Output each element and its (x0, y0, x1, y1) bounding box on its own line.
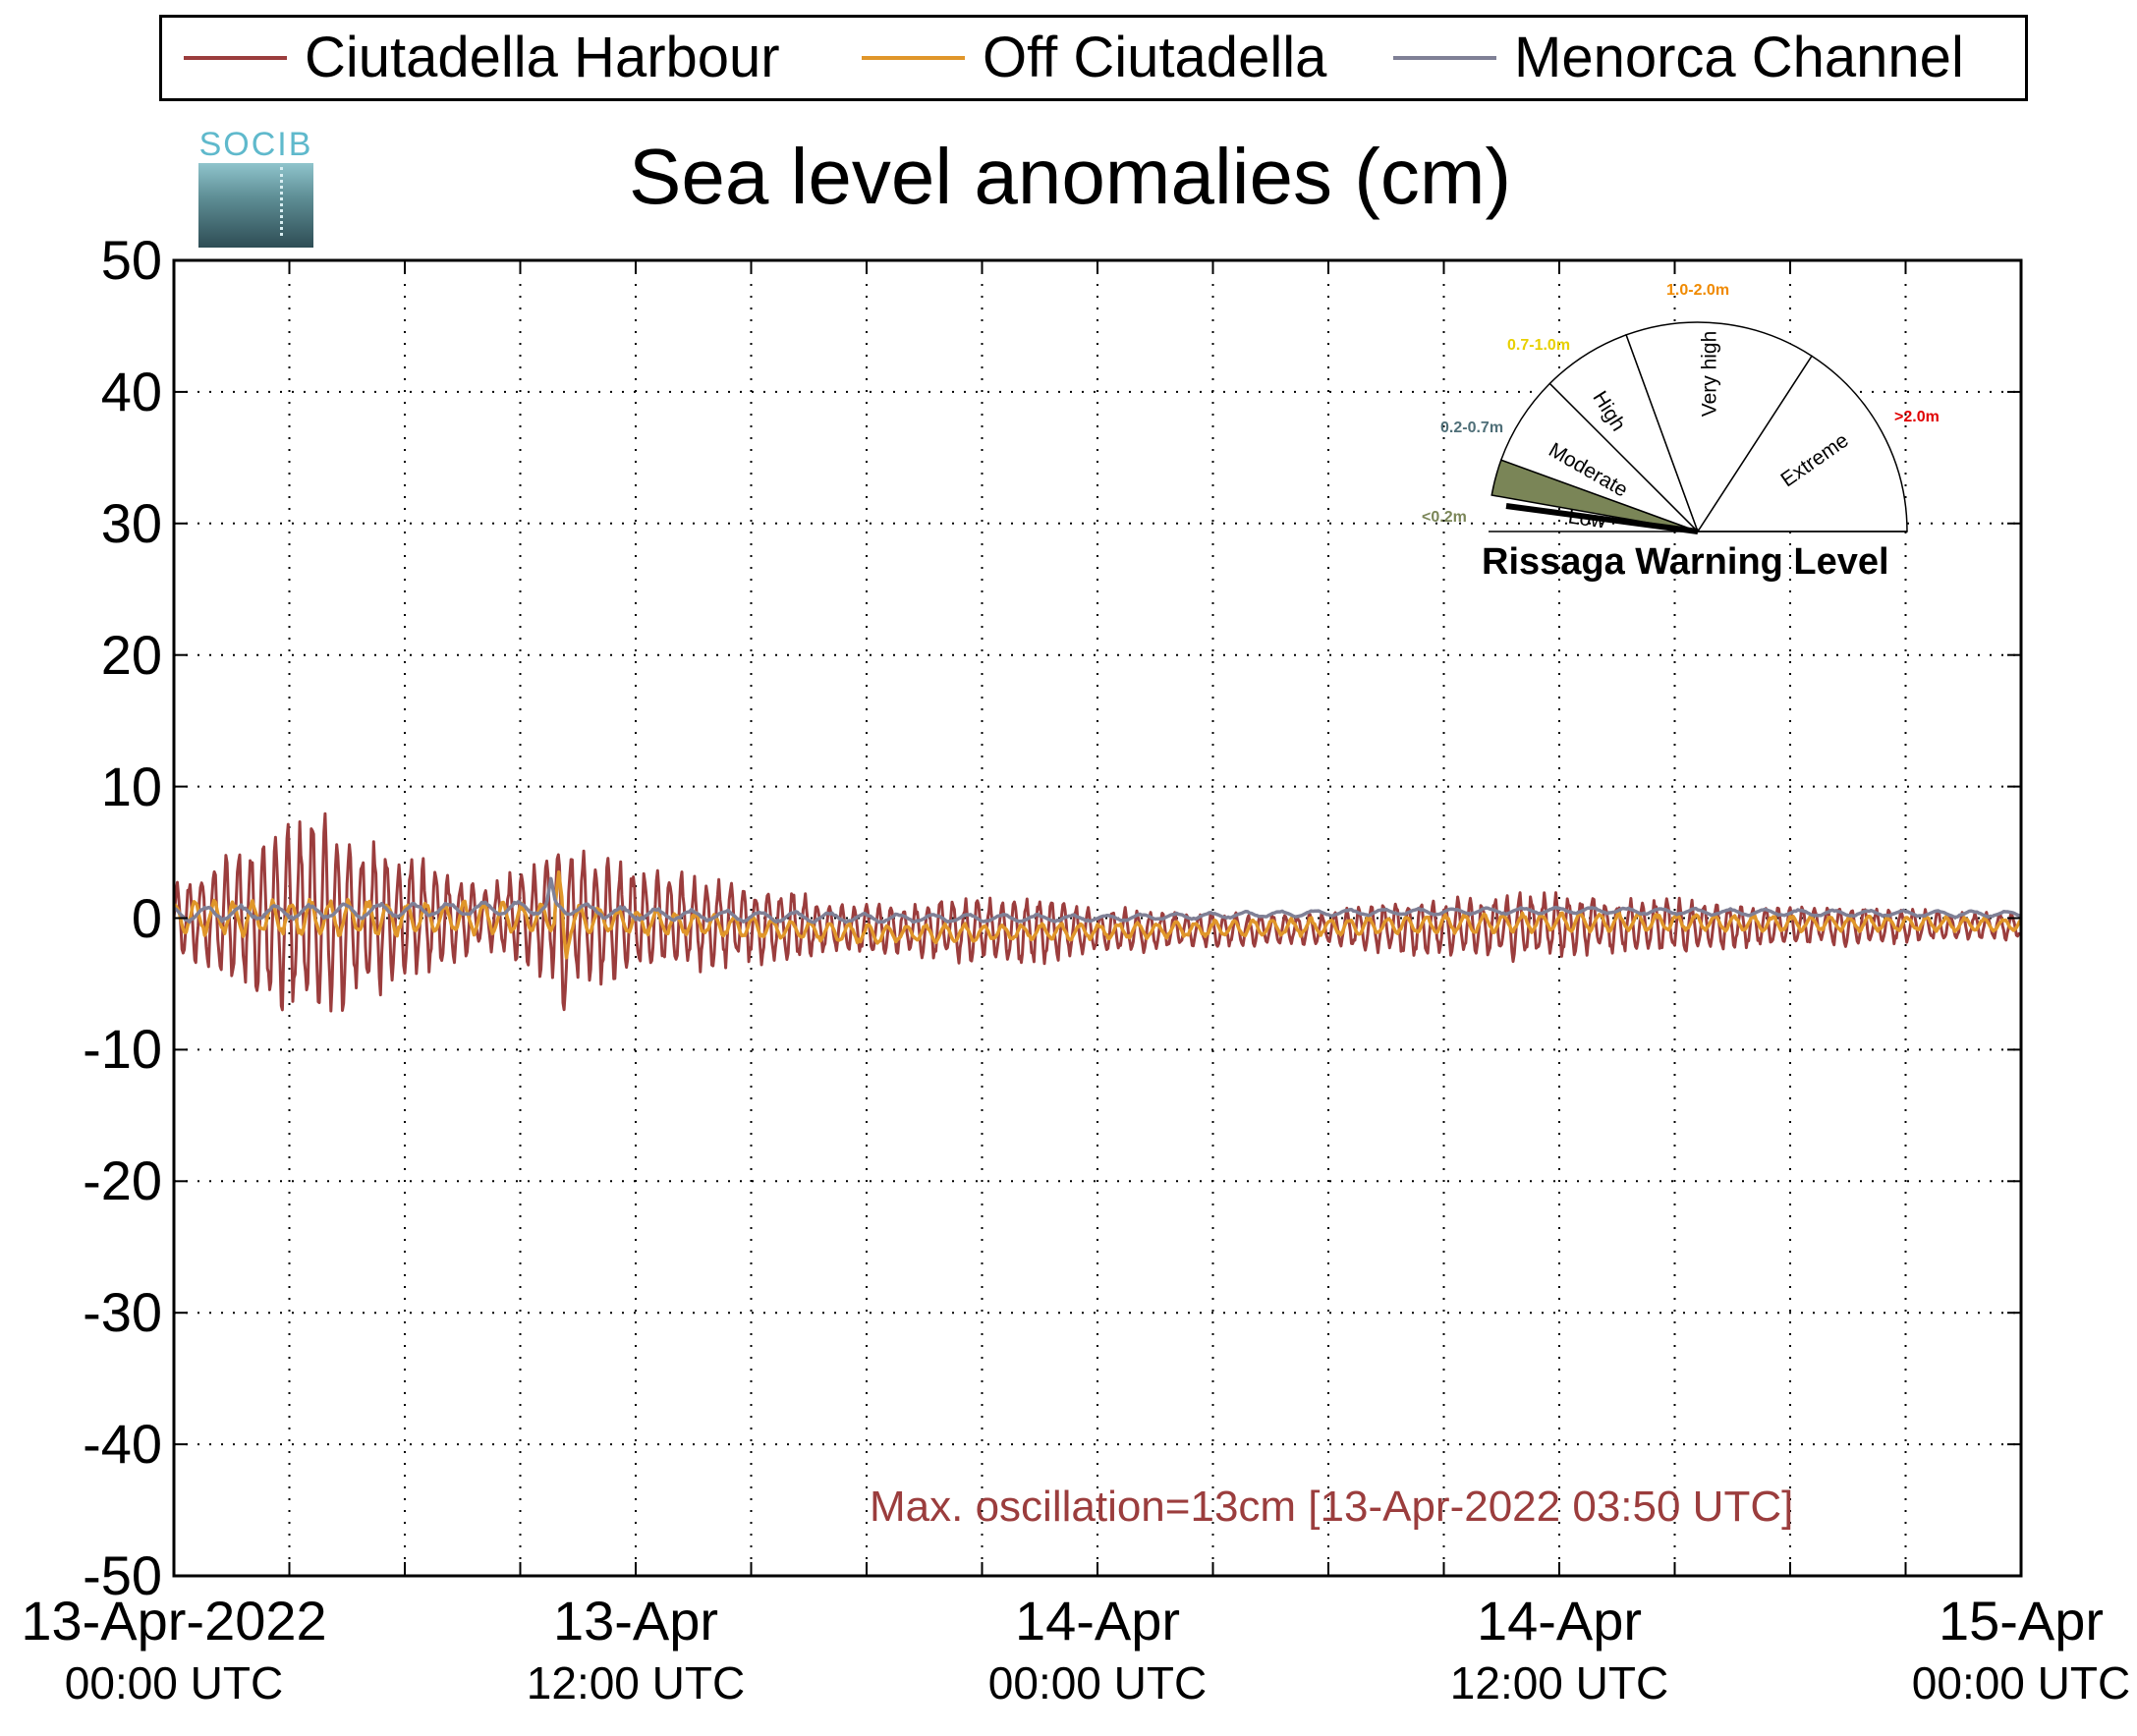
legend-swatch (862, 56, 965, 60)
x-tick-label: 14-Apr 00:00 UTC (987, 1590, 1208, 1708)
y-tick-label: -20 (83, 1149, 162, 1212)
gauge-range-label: 1.0-2.0m (1666, 282, 1730, 299)
legend-label: Ciutadella Harbour (305, 26, 780, 89)
series-line-menorca-channel (173, 876, 2022, 924)
series-line-ciutadella-harbour (172, 812, 2021, 1013)
x-tick-label: 13-Apr-2022 00:00 UTC (21, 1590, 327, 1708)
legend-item-ciutadella-harbour: Ciutadella Harbour (184, 18, 780, 98)
logo-dash (280, 167, 286, 236)
legend-item-off-ciutadella: Off Ciutadella (862, 18, 1326, 98)
max-oscillation-annotation: Max. oscillation=13cm [13-Apr-2022 03:50… (870, 1483, 1794, 1531)
legend-item-menorca-channel: Menorca Channel (1393, 18, 1964, 98)
x-tick-date: 15-Apr (1938, 1590, 2105, 1652)
gauge-range-label: >2.0m (1894, 409, 1940, 425)
y-tick-label: 20 (100, 623, 162, 686)
logo-text: SOCIB (198, 126, 313, 163)
x-tick-date: 13-Apr-2022 (21, 1590, 327, 1652)
chart-title: Sea level anomalies (cm) (629, 133, 1512, 220)
y-tick-label: 0 (131, 886, 162, 949)
gauge-sector-extreme (1696, 355, 1908, 532)
legend-label: Off Ciutadella (983, 26, 1327, 89)
x-tick-time: 00:00 UTC (64, 1657, 284, 1708)
x-tick-time: 12:00 UTC (1449, 1657, 1669, 1708)
y-tick-label: 10 (100, 755, 162, 817)
gauge-category-label: Very high (1698, 330, 1721, 418)
gauge-range-label: 0.7-1.0m (1507, 337, 1571, 354)
y-tick-label: -50 (83, 1544, 162, 1606)
x-tick-label: 15-Apr 00:00 UTC (1911, 1590, 2131, 1708)
gauge-title: Rissaga Warning Level (1482, 541, 1889, 583)
y-tick-label: -40 (83, 1413, 162, 1476)
gauge-range-label: 0.2-0.7m (1440, 420, 1504, 436)
y-tick-label: 50 (100, 229, 162, 291)
legend-swatch (1393, 56, 1496, 60)
x-tick-time: 00:00 UTC (987, 1657, 1208, 1708)
x-tick-time: 12:00 UTC (526, 1657, 746, 1708)
x-tick-date: 14-Apr (1476, 1590, 1643, 1652)
x-tick-date: 13-Apr (552, 1590, 719, 1652)
gauge-sector-very-high (1625, 321, 1814, 533)
x-tick-date: 14-Apr (1014, 1590, 1181, 1652)
gauge-range-label: <0.2m (1422, 509, 1467, 526)
series-lines (172, 812, 2023, 1013)
gauge-needle (1505, 503, 1699, 534)
legend-swatch (184, 56, 287, 60)
axis-ticks (174, 259, 2021, 1577)
socib-logo: SOCIB (198, 128, 313, 248)
gauge-category-label: Low (1566, 505, 1607, 533)
y-tick-label: 40 (100, 360, 162, 422)
legend-label: Menorca Channel (1514, 26, 1964, 89)
x-tick-label: 13-Apr 12:00 UTC (526, 1590, 746, 1708)
x-tick-label: 14-Apr 12:00 UTC (1449, 1590, 1669, 1708)
legend: Ciutadella Harbour Off Ciutadella Menorc… (159, 15, 2028, 101)
x-tick-time: 00:00 UTC (1911, 1657, 2131, 1708)
rissaga-gauge (1489, 321, 1908, 534)
y-tick-label: -10 (83, 1018, 162, 1081)
logo-wave-icon (198, 163, 313, 248)
y-tick-label: 30 (100, 491, 162, 554)
y-tick-label: -30 (83, 1281, 162, 1344)
series-line-off-ciutadella (173, 869, 2023, 960)
